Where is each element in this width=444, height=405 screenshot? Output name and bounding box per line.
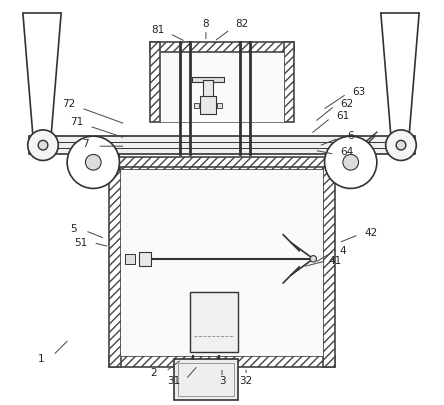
Bar [150, 42, 294, 52]
Bar [109, 356, 335, 367]
Bar [109, 154, 119, 171]
Circle shape [38, 141, 48, 150]
Text: 1: 1 [38, 354, 44, 364]
Bar [190, 292, 238, 352]
Text: 5: 5 [70, 224, 76, 234]
Bar [125, 254, 135, 264]
Circle shape [67, 136, 119, 188]
Bar [109, 158, 121, 367]
Text: 64: 64 [340, 147, 353, 157]
Bar [217, 103, 222, 108]
Bar [194, 103, 198, 108]
Circle shape [343, 154, 359, 170]
Text: 82: 82 [235, 19, 249, 28]
Text: 51: 51 [75, 238, 88, 248]
Text: 61: 61 [336, 111, 349, 121]
Bar [109, 158, 335, 167]
Bar [203, 80, 213, 98]
Bar [174, 359, 238, 400]
Circle shape [386, 130, 416, 160]
Text: 72: 72 [63, 99, 76, 109]
Text: 81: 81 [151, 25, 164, 34]
Bar [323, 158, 335, 367]
Bar [121, 170, 323, 356]
Text: 63: 63 [352, 87, 365, 97]
Text: 31: 31 [167, 377, 180, 386]
Circle shape [85, 154, 101, 170]
Text: 42: 42 [364, 228, 377, 238]
Circle shape [310, 256, 317, 262]
Bar [178, 363, 234, 396]
Bar [192, 77, 224, 82]
Text: 7: 7 [82, 139, 88, 149]
Text: 8: 8 [202, 19, 209, 28]
Bar [139, 252, 151, 266]
Circle shape [325, 136, 377, 188]
Bar [160, 52, 284, 122]
Text: 4: 4 [339, 246, 346, 256]
Text: 71: 71 [71, 117, 84, 127]
Bar [200, 96, 216, 114]
Bar [150, 42, 160, 122]
Bar [325, 154, 335, 171]
Text: 6: 6 [347, 131, 354, 141]
Bar [29, 136, 415, 154]
Text: 2: 2 [151, 369, 157, 378]
Circle shape [396, 141, 406, 150]
Bar [284, 42, 294, 122]
Circle shape [28, 130, 58, 160]
Text: 3: 3 [219, 377, 225, 386]
Text: 62: 62 [340, 99, 353, 109]
Text: 41: 41 [328, 256, 341, 266]
Bar [109, 158, 335, 170]
Text: 32: 32 [239, 377, 253, 386]
